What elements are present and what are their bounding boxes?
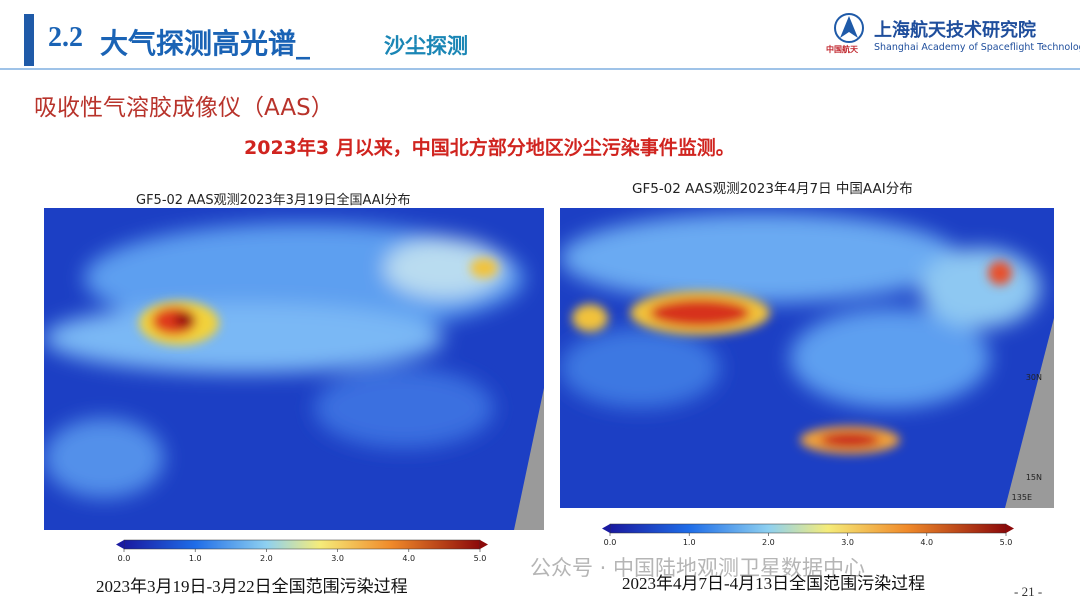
colorbar-tick-label: 4.0 [402,554,415,563]
org-en: Shanghai Academy of Spaceflight Technolo… [874,42,1080,53]
org-cn: 上海航天技术研究院 [874,20,1036,41]
map-label: 15N [1026,473,1042,482]
page-number: - 21 - [1014,584,1043,599]
title: 大气探测高光谱_ [100,27,311,60]
headline: 2023年3 月以来，中国北方部分地区沙尘污染事件监测。 [244,137,735,159]
aai-map [44,208,544,530]
colorbar-tick-label: 5.0 [1000,538,1013,547]
map-label: 135E [1012,493,1032,502]
section-number: 2.2 [48,22,83,53]
header-rule [0,68,1080,70]
colorbar-tick-label: 3.0 [841,538,854,547]
panel-title: GF5-02 AAS观测2023年4月7日 中国AAI分布 [632,181,913,197]
colorbar-tick-label: 1.0 [683,538,696,547]
colorbar-tick-label: 4.0 [920,538,933,547]
colorbar-tick-label: 2.0 [260,554,273,563]
colorbar-tick-label: 3.0 [331,554,344,563]
colorbar: 0.0 1.0 2.0 3.0 4.0 5.0 [602,523,1014,547]
colorbar: 0.0 1.0 2.0 3.0 4.0 5.0 [116,539,488,563]
aai-map: 30N 15N 135E [560,208,1054,508]
accent-bar [24,14,34,66]
colorbar-tick-label: 2.0 [762,538,775,547]
caption: 2023年3月19日-3月22日全国范围污染过程 [96,577,408,596]
logo-text: 中国航天 [826,45,858,54]
logo [834,13,864,43]
subtitle: 沙尘探测 [384,34,468,58]
colorbar-tick-label: 5.0 [474,554,487,563]
colorbar-tick-label: 0.0 [604,538,617,547]
panel-title: GF5-02 AAS观测2023年3月19日全国AAI分布 [136,193,411,208]
caption: 2023年4月7日-4月13日全国范围污染过程 [622,574,926,593]
watermark: 公众号 · 中国陆地观测卫星数据中心 [530,556,866,580]
map-label: 30N [1026,373,1042,382]
colorbar-tick-label: 0.0 [118,554,131,563]
colorbar-tick-label: 1.0 [189,554,202,563]
heading: 吸收性气溶胶成像仪（AAS） [34,95,334,121]
